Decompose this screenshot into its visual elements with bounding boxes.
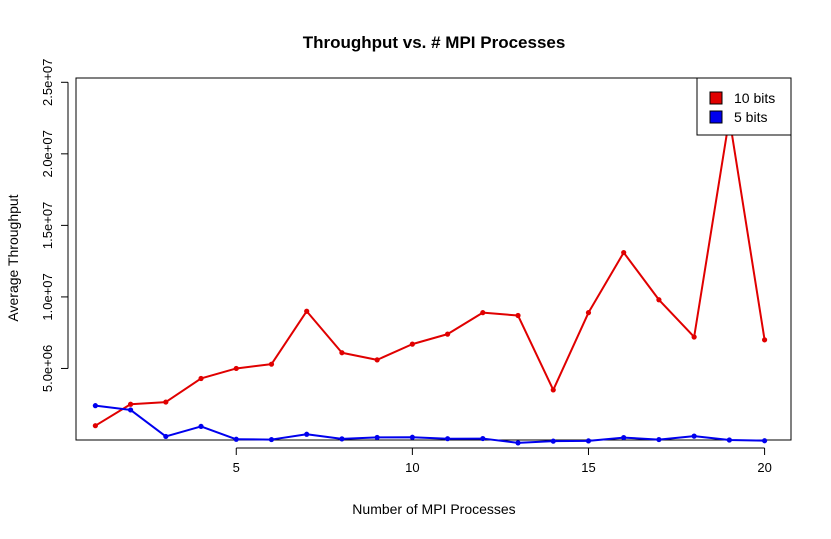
data-point bbox=[198, 423, 204, 430]
y-tick-label: 1.0e+07 bbox=[40, 273, 55, 320]
series-line bbox=[95, 404, 765, 444]
data-point bbox=[198, 375, 204, 382]
data-point bbox=[480, 435, 486, 442]
series-0 bbox=[92, 115, 768, 429]
data-point bbox=[444, 331, 451, 337]
data-point bbox=[339, 350, 345, 356]
data-point bbox=[726, 437, 732, 443]
legend: 10 bits 5 bits bbox=[696, 77, 792, 136]
data-point bbox=[268, 361, 275, 367]
chart-title: Throughput vs. # MPI Processes bbox=[303, 33, 566, 52]
y-tick-label: 1.5e+07 bbox=[40, 202, 55, 249]
legend-swatch bbox=[709, 91, 723, 105]
data-point bbox=[304, 431, 310, 437]
data-point bbox=[480, 310, 486, 316]
x-tick-label: 5 bbox=[233, 460, 240, 475]
data-point bbox=[515, 312, 521, 319]
x-axis-label: Number of MPI Processes bbox=[352, 501, 515, 517]
data-point bbox=[585, 438, 592, 444]
data-point bbox=[339, 436, 345, 442]
y-tick-label: 5.0e+06 bbox=[40, 345, 55, 392]
axes: 5 10 15 20 5.0e+06 1.0e+07 1.5e+07 2.0e+07 2.5e+… bbox=[40, 59, 772, 475]
data-point bbox=[656, 436, 662, 443]
data-point bbox=[127, 407, 134, 413]
data-point bbox=[233, 365, 239, 372]
series-layer bbox=[92, 115, 768, 446]
x-tick-label: 15 bbox=[581, 460, 595, 475]
series-line bbox=[94, 117, 766, 427]
data-point bbox=[163, 433, 169, 440]
x-tick-label: 10 bbox=[405, 460, 419, 475]
data-point bbox=[409, 341, 415, 347]
legend-label: 10 bits bbox=[734, 90, 775, 106]
y-axis-label: Average Throughput bbox=[5, 194, 21, 321]
data-point bbox=[92, 403, 98, 409]
data-point bbox=[621, 249, 627, 256]
data-point bbox=[444, 436, 451, 442]
data-point bbox=[550, 438, 556, 444]
y-tick-label: 2.0e+07 bbox=[40, 130, 55, 177]
data-point bbox=[585, 310, 592, 316]
data-point bbox=[550, 387, 556, 393]
x-tick-label: 20 bbox=[757, 460, 771, 475]
data-point bbox=[656, 297, 662, 303]
data-point bbox=[127, 401, 134, 407]
plot-frame bbox=[75, 77, 792, 441]
legend-label: 5 bits bbox=[734, 109, 767, 125]
data-point bbox=[304, 308, 310, 314]
data-point bbox=[163, 399, 169, 405]
data-point bbox=[268, 436, 275, 443]
data-point bbox=[409, 434, 415, 440]
data-point bbox=[233, 436, 239, 442]
legend-box bbox=[696, 77, 792, 136]
data-point bbox=[374, 357, 380, 363]
data-point bbox=[691, 334, 697, 340]
y-tick-label: 2.5e+07 bbox=[40, 59, 55, 106]
data-point bbox=[515, 440, 521, 446]
legend-swatch bbox=[709, 110, 723, 124]
data-point bbox=[691, 433, 697, 439]
data-point bbox=[761, 337, 768, 343]
data-point bbox=[621, 434, 627, 441]
data-point bbox=[92, 423, 98, 429]
series-1 bbox=[92, 403, 768, 446]
data-point bbox=[761, 438, 768, 444]
data-point bbox=[374, 434, 380, 441]
